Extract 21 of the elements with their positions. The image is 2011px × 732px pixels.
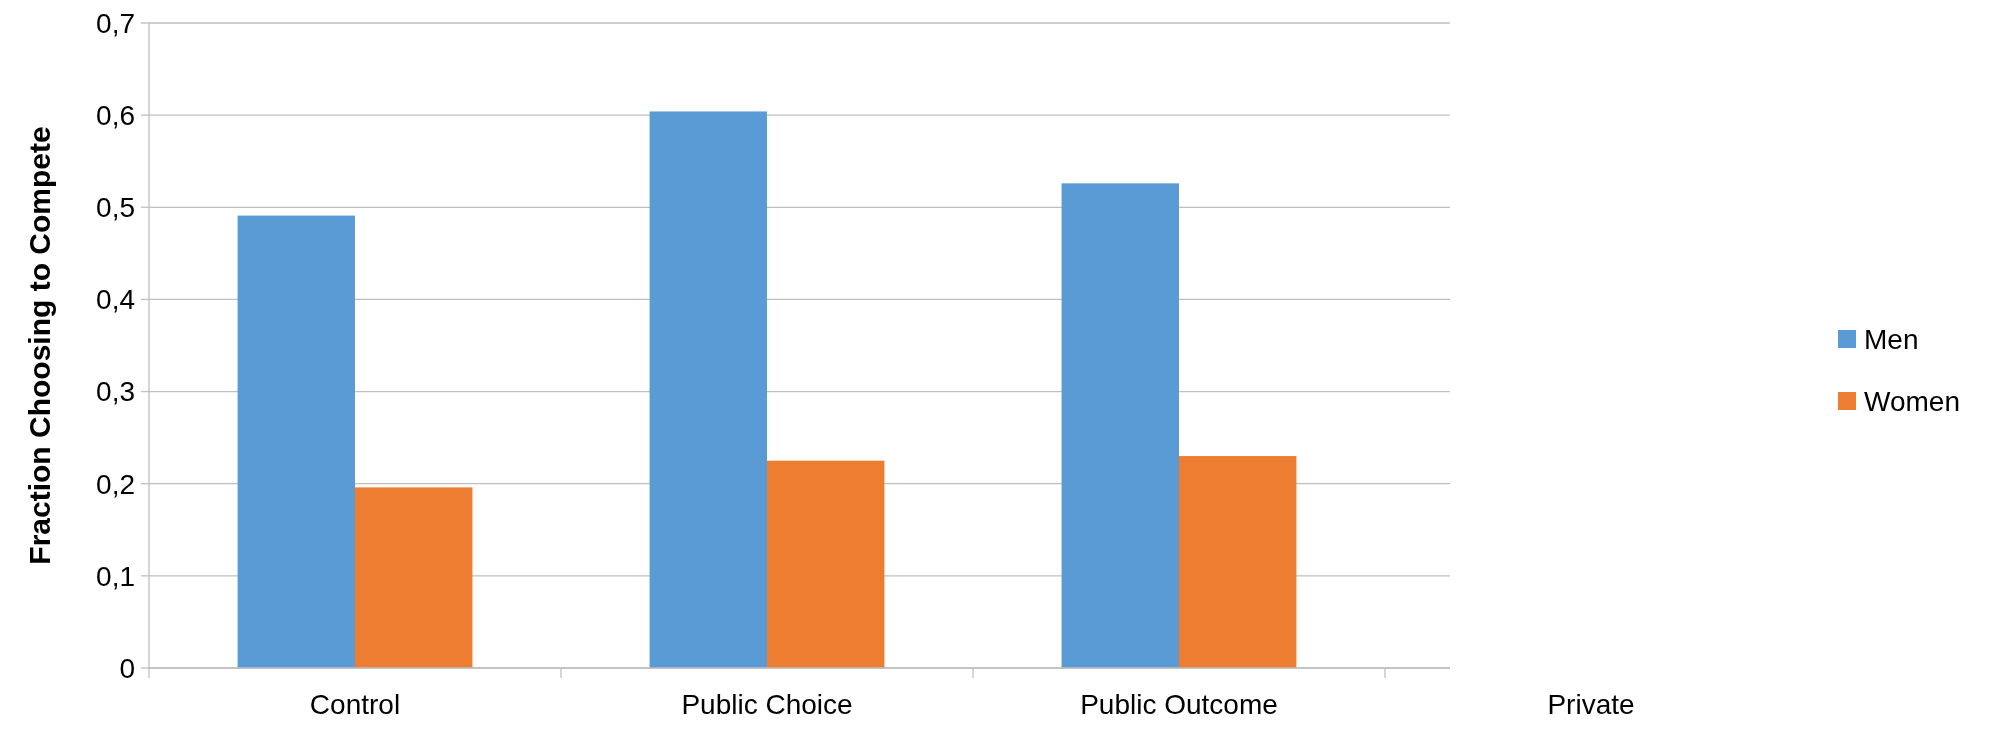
bar bbox=[649, 111, 767, 668]
legend-label: Women bbox=[1864, 385, 1960, 417]
x-tick-label: Public Outcome bbox=[1080, 689, 1278, 720]
y-tick-label: 0,7 bbox=[96, 7, 135, 39]
y-tick-label: 0,6 bbox=[96, 99, 135, 131]
y-axis-title: Fraction Choosing to Compete bbox=[23, 126, 56, 565]
y-tick-label: 0,3 bbox=[96, 376, 135, 408]
x-tick-label: Private bbox=[1547, 689, 1635, 720]
y-tick-label: 0,2 bbox=[96, 468, 135, 500]
y-tick-label: 0,5 bbox=[96, 192, 135, 224]
y-tick-label: 0,4 bbox=[96, 284, 135, 316]
bar bbox=[1061, 183, 1179, 668]
x-tick-label: Public Choice bbox=[681, 689, 853, 720]
bar bbox=[1179, 456, 1297, 668]
x-tick-label: Control bbox=[309, 689, 401, 720]
y-tick-label: 0,1 bbox=[96, 560, 135, 592]
y-tick-label: 0 bbox=[119, 652, 135, 684]
bar bbox=[237, 215, 355, 668]
bar bbox=[767, 460, 885, 668]
bar bbox=[355, 487, 473, 668]
legend-label: Men bbox=[1864, 323, 1919, 355]
